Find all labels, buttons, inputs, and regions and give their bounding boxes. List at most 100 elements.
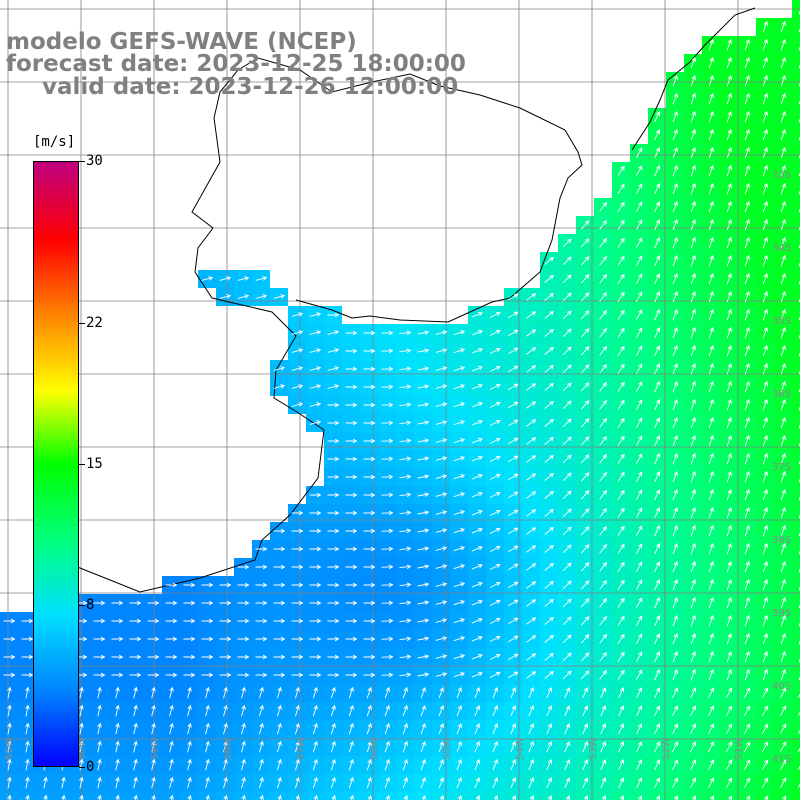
wind-arrow: [617, 183, 625, 194]
wind-arrow: [564, 759, 571, 771]
wind-arrow: [241, 686, 246, 699]
wind-arrow: [690, 524, 696, 537]
wind-arrow: [508, 455, 519, 463]
wind-arrow: [381, 330, 394, 336]
wind-arrow: [327, 438, 340, 444]
wind-arrow: [562, 328, 572, 338]
wind-arrow: [363, 366, 376, 372]
wind-arrow: [726, 164, 732, 177]
wind-arrow: [600, 759, 607, 771]
wind-arrow: [255, 672, 268, 678]
wind-arrow: [635, 273, 643, 285]
wind-arrow: [259, 794, 264, 800]
wind-arrow: [399, 636, 412, 642]
wind-arrow: [381, 366, 394, 372]
wind-arrow: [708, 524, 714, 537]
wind-arrow: [435, 600, 448, 605]
wind-arrow: [223, 794, 228, 800]
wind-arrow: [258, 686, 264, 699]
wind-arrow: [654, 579, 661, 591]
wind-arrow: [219, 276, 232, 281]
wind-arrow: [381, 474, 394, 480]
wind-arrow: [330, 758, 336, 771]
wind-arrow: [780, 650, 786, 663]
wind-arrow: [672, 219, 678, 231]
wind-arrow: [327, 366, 340, 371]
wind-arrow: [708, 146, 714, 159]
wind-arrow: [544, 562, 554, 571]
wind-arrow: [744, 650, 750, 663]
wind-arrow: [363, 582, 376, 588]
wind-arrow: [3, 654, 16, 660]
wind-arrow: [273, 546, 286, 552]
wind-arrow: [471, 330, 483, 336]
wind-arrow: [562, 256, 572, 266]
wind-arrow: [690, 741, 697, 753]
wind-cell: [792, 72, 800, 90]
wind-arrow: [618, 687, 625, 699]
wind-arrow: [489, 563, 501, 570]
wind-arrow: [562, 238, 572, 248]
wind-arrow: [690, 452, 696, 465]
wind-arrow: [654, 507, 661, 519]
wind-arrow: [654, 129, 661, 141]
wind-arrow: [417, 582, 430, 587]
wind-arrow: [129, 618, 142, 624]
wind-arrow: [471, 528, 483, 534]
wind-arrow: [223, 722, 228, 735]
wind-arrow: [435, 402, 448, 407]
wind-arrow: [294, 740, 300, 753]
wind-arrow: [453, 492, 466, 498]
wind-arrow: [276, 776, 282, 789]
wind-arrow: [562, 454, 572, 464]
wind-arrow: [780, 398, 786, 411]
wind-arrow: [564, 777, 571, 789]
wind-arrow: [384, 758, 390, 771]
wind-cell: [234, 792, 252, 800]
wind-arrow: [744, 506, 750, 519]
wind-arrow: [219, 672, 232, 678]
wind-arrow: [241, 740, 246, 753]
wind-arrow: [453, 528, 466, 534]
wind-arrow: [564, 687, 571, 699]
wind-arrow: [708, 506, 714, 519]
wind-cell: [792, 396, 800, 414]
wind-cell: [198, 792, 216, 800]
wind-arrow: [7, 794, 12, 800]
wind-arrow: [366, 704, 372, 717]
wind-arrow: [97, 776, 102, 789]
wind-arrow: [599, 219, 607, 230]
wind-arrow: [599, 525, 607, 536]
wind-arrow: [526, 671, 537, 679]
wind-arrow: [544, 634, 554, 643]
wind-arrow: [580, 238, 590, 248]
wind-arrow: [672, 471, 678, 483]
wind-arrow: [165, 654, 178, 660]
wind-arrow: [690, 723, 697, 735]
wind-arrow: [580, 346, 590, 356]
wind-arrow: [291, 600, 304, 606]
wind-arrow: [708, 182, 714, 195]
wind-cell: [702, 792, 720, 800]
wind-arrow: [744, 200, 750, 213]
wind-arrow: [708, 705, 715, 717]
wind-arrow: [508, 617, 519, 625]
wind-arrow: [580, 382, 590, 392]
wind-arrow: [417, 330, 430, 335]
wind-arrow: [617, 525, 625, 536]
wind-arrow: [345, 564, 358, 570]
wind-arrow: [327, 582, 340, 588]
wind-arrow: [744, 542, 750, 555]
wind-arrow: [453, 636, 466, 642]
wind-arrow: [327, 672, 340, 678]
wind-cell: [792, 90, 800, 108]
wind-arrow: [97, 704, 102, 717]
wind-arrow: [241, 704, 246, 717]
wind-arrow: [420, 723, 426, 735]
wind-arrow: [151, 722, 156, 735]
wind-arrow: [635, 453, 643, 465]
wind-arrow: [474, 705, 480, 717]
wind-arrow: [255, 600, 268, 606]
wind-arrow: [348, 776, 354, 789]
